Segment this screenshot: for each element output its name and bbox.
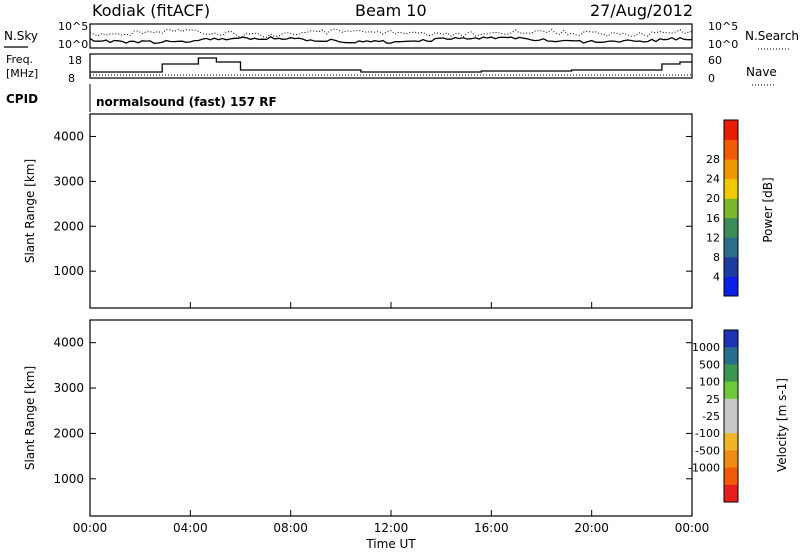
colorbar-band: [724, 450, 738, 468]
colorbar-tick-label: 4: [713, 270, 720, 283]
cpid-label: CPID: [6, 92, 38, 106]
colorbar-band: [724, 467, 738, 486]
x-tick-label: 04:00: [173, 521, 208, 535]
freq-tick-top: 18: [68, 54, 82, 67]
colorbar-tick-label: -25: [702, 410, 720, 423]
y-tick-label: 2000: [53, 219, 84, 233]
date-title: 27/Aug/2012: [590, 1, 693, 20]
colorbar-band: [724, 364, 738, 382]
colorbar-tick-label: 16: [706, 212, 720, 225]
noise-search-label: N.Search: [745, 29, 799, 43]
power-axis-ticks: 1000 2000 3000 4000: [53, 129, 693, 308]
noise-sky-label: N.Sky: [4, 29, 38, 43]
colorbar-tick-label: 24: [706, 173, 720, 186]
x-tick-label: 20:00: [574, 521, 609, 535]
station-title: Kodiak (fitACF): [92, 1, 210, 20]
beam-title: Beam 10: [355, 1, 427, 20]
x-tick-label: 00:00: [675, 521, 710, 535]
colorbar-frame: [723, 119, 739, 297]
noise-left-tick-top: 10^5: [58, 20, 88, 33]
y-tick-label: 4000: [53, 336, 84, 350]
frequency-panel: Freq. [MHz] 18 8 60 0 Nave: [6, 53, 777, 86]
colorbar-band: [724, 276, 738, 297]
nave-tick-bottom: 0: [708, 72, 715, 85]
freq-tick-bottom: 8: [68, 72, 75, 85]
power-panel-frame: [89, 113, 693, 309]
colorbar-tick-label: 12: [706, 231, 720, 244]
noise-panel: N.Sky 10^5 10^0 10^5 10^0 N.Search: [4, 20, 799, 51]
colorbar-band: [724, 381, 738, 400]
velocity-panel: 1000 2000 3000 4000 Slant Range [km] 1000 50…: [23, 319, 789, 517]
colorbar-tick-label: -1000: [688, 462, 720, 475]
colorbar-band: [724, 256, 738, 277]
noise-panel-frame: [89, 23, 693, 49]
colorbar-tick-label: 25: [706, 393, 720, 406]
velocity-colorbar-label: Velocity [m s-1]: [775, 378, 789, 472]
velocity-colorbar: 1000 500 100 25 -25 -100 -500 -1000: [688, 329, 739, 503]
colorbar-tick-label: 100: [699, 376, 720, 389]
noise-sky-line: [89, 36, 693, 45]
colorbar-tick-label: 8: [713, 251, 720, 264]
y-tick-label: 1000: [53, 472, 84, 486]
colorbar-band: [724, 433, 738, 451]
x-axis-tick-labels: 00:00 04:00 08:00 12:00 16:00 20:00 00:00: [73, 521, 710, 535]
noise-left-tick-bottom: 10^0: [58, 38, 88, 51]
colorbar-band: [724, 159, 738, 180]
y-tick-label: 2000: [53, 426, 84, 440]
velocity-axis-ticks: 1000 2000 3000 4000: [53, 336, 693, 516]
colorbar-tick-label: 20: [706, 192, 720, 205]
velocity-ylabel: Slant Range [km]: [23, 366, 37, 470]
colorbar-band: [724, 178, 738, 199]
colorbar-band: [724, 120, 738, 140]
noise-search-line: [89, 28, 693, 38]
colorbar-band: [724, 217, 738, 238]
x-tick-label: 00:00: [73, 521, 108, 535]
colorbar-band: [724, 484, 738, 503]
cpid-program: normalsound (fast) 157 RF: [96, 95, 277, 109]
y-tick-label: 1000: [53, 264, 84, 278]
nave-tick-top: 60: [708, 54, 722, 67]
colorbar-band: [724, 198, 738, 219]
y-tick-label: 3000: [53, 174, 84, 188]
x-tick-label: 12:00: [374, 521, 409, 535]
colorbar-tick-label: 500: [699, 358, 720, 371]
colorbar-band: [724, 398, 738, 417]
colorbar-band: [724, 139, 738, 160]
velocity-panel-frame: [89, 319, 693, 517]
power-colorbar: 4 8 12 16 20 24 28: [706, 119, 739, 297]
y-tick-label: 3000: [53, 381, 84, 395]
colorbar-band: [724, 330, 738, 348]
freq-label-line2: [MHz]: [6, 67, 38, 80]
freq-label-line1: Freq.: [6, 53, 33, 66]
colorbar-tick-label: 1000: [692, 341, 720, 354]
noise-right-tick-top: 10^5: [708, 20, 738, 33]
frequency-panel-frame: [89, 53, 693, 79]
power-colorbar-label: Power [dB]: [761, 177, 775, 242]
x-tick-label: 16:00: [474, 521, 509, 535]
y-tick-label: 4000: [53, 129, 84, 143]
colorbar-tick-label: 28: [706, 153, 720, 166]
colorbar-band: [724, 237, 738, 258]
power-panel: 1000 2000 3000 4000 Slant Range [km] 4 8 12 16…: [23, 113, 775, 309]
colorbar-band: [724, 416, 738, 434]
colorbar-frame: [723, 329, 739, 503]
x-tick-label: 08:00: [273, 521, 308, 535]
x-axis-title: Time UT: [365, 537, 416, 551]
colorbar-tick-label: -100: [695, 427, 720, 440]
colorbar-tick-label: -500: [695, 444, 720, 457]
nave-label: Nave: [746, 65, 777, 79]
power-ylabel: Slant Range [km]: [23, 159, 37, 263]
colorbar-band: [724, 347, 738, 365]
noise-right-tick-bottom: 10^0: [708, 38, 738, 51]
frequency-line: [90, 57, 692, 73]
